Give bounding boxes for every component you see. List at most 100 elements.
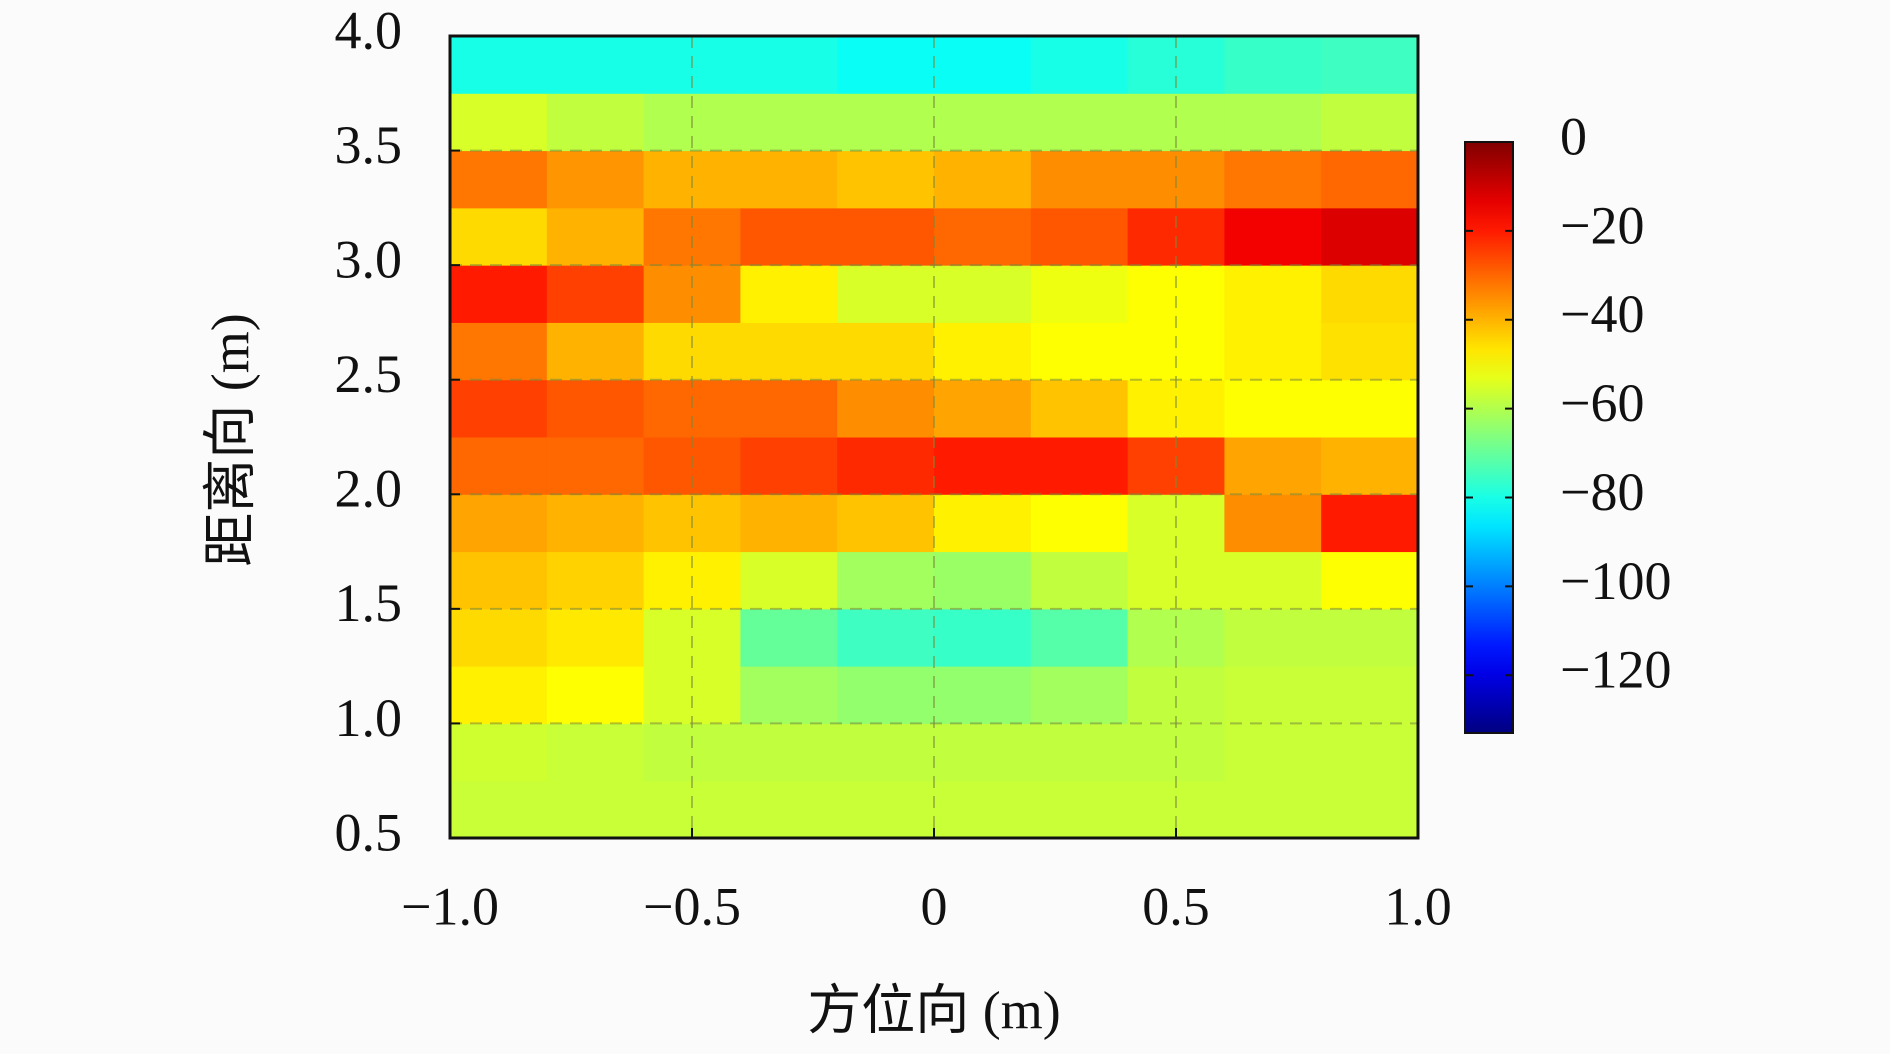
heatmap-cell [934,322,1032,381]
heatmap-cell [1127,666,1225,724]
heatmap-cell [450,322,548,381]
y-tick-label: 3.5 [335,115,403,175]
heatmap-cell [1321,608,1419,667]
heatmap-cell [1127,723,1225,782]
heatmap-cell [1321,207,1419,266]
heatmap-cell [740,666,838,724]
heatmap-cell [934,780,1032,839]
heatmap-cell [837,150,935,209]
heatmap-cell [1030,93,1129,152]
heatmap-cell [837,780,935,839]
heatmap-cell [740,494,838,553]
heatmap-cell [740,36,838,94]
heatmap-cell [546,207,645,266]
heatmap-cell [1127,322,1225,381]
heatmap-cell [1030,322,1129,381]
heatmap-cell [934,265,1032,323]
heatmap-cell [1321,379,1419,438]
heatmap-cell [1224,379,1322,438]
heatmap-cell [740,265,838,323]
colorbar-tick-label: −100 [1560,551,1671,611]
heatmap-cell [546,36,645,94]
heatmap-cell [934,494,1032,553]
heatmap-cell [740,608,838,667]
heatmap-cell [1030,608,1129,667]
heatmap-cell [740,780,838,839]
heatmap-cell [450,666,548,724]
heatmap-cell [837,666,935,724]
plot-frame [448,34,1420,840]
heatmap-cell [643,379,741,438]
heatmap-cell [740,93,838,152]
colorbar-tick-label: −80 [1560,462,1644,522]
x-axis-label: 方位向 (m) [807,980,1060,1040]
heatmap-cell [450,723,548,782]
heatmap-cell [1030,780,1129,839]
heatmap-cell [1321,494,1419,553]
heatmap-cell [1224,150,1322,209]
heatmap-cell [934,207,1032,266]
heatmap-cell [1224,265,1322,323]
heatmap-cell [1030,207,1129,266]
heatmap-cell [837,207,935,266]
colorbar-tick-label: −120 [1560,640,1671,700]
heatmap-cell [934,723,1032,782]
heatmap-cell [740,207,838,266]
heatmap-cell [934,36,1032,94]
heatmap-cell [546,666,645,724]
heatmap-cell [1224,494,1322,553]
heatmap-cell [1030,265,1129,323]
heatmap-cell [450,551,548,610]
heatmap-cell [450,93,548,152]
heatmap-cell [934,551,1032,610]
y-tick-label: 0.5 [335,802,403,862]
heatmap-cell [1127,379,1225,438]
x-tick-label: −1.0 [401,876,499,936]
heatmap-cell [934,666,1032,724]
heatmap-cell [450,494,548,553]
heatmap-cell [546,723,645,782]
heatmap-cell [837,379,935,438]
heatmap-cell [546,265,645,323]
y-axis-label: 距离向 (m) [200,313,260,566]
heatmap-cell [837,551,935,610]
heatmap-cell [837,723,935,782]
heatmap-cell [1321,93,1419,152]
x-tick-label: −0.5 [643,876,741,936]
heatmap-cell [1224,780,1322,839]
x-tick-label: 0 [921,876,948,936]
heatmap-cell [1321,723,1419,782]
heatmap-cell [934,379,1032,438]
heatmap-cell [1030,437,1129,495]
heatmap-cell [837,93,935,152]
heatmap-cell [450,437,548,495]
heatmap-cell [546,322,645,381]
heatmap-cell [643,322,741,381]
heatmap-cell [934,437,1032,495]
x-tick-label: 0.5 [1142,876,1210,936]
heatmap-cell [837,437,935,495]
heatmap-cell [450,608,548,667]
heatmap-cell [1224,608,1322,667]
heatmap-cell [1030,150,1129,209]
heatmap-cell [740,379,838,438]
heatmap-cell [740,150,838,209]
colorbar-tick-label: 0 [1560,106,1587,166]
heatmap-cell [546,551,645,610]
heatmap-cell [1224,437,1322,495]
heatmap-cell [1030,36,1129,94]
y-tick-label: 2.0 [335,459,403,519]
heatmap-cell [1224,723,1322,782]
colorbar-tick-label: −60 [1560,373,1644,433]
heatmap-cell [643,666,741,724]
heatmap-cell [546,494,645,553]
heatmap-cell [837,608,935,667]
heatmap-cell [1321,150,1419,209]
heatmap-cell [643,723,741,782]
heatmap-cell [450,150,548,209]
heatmap-cell [1030,551,1129,610]
x-tick-label: 1.0 [1384,876,1452,936]
heatmap-cell [450,379,548,438]
